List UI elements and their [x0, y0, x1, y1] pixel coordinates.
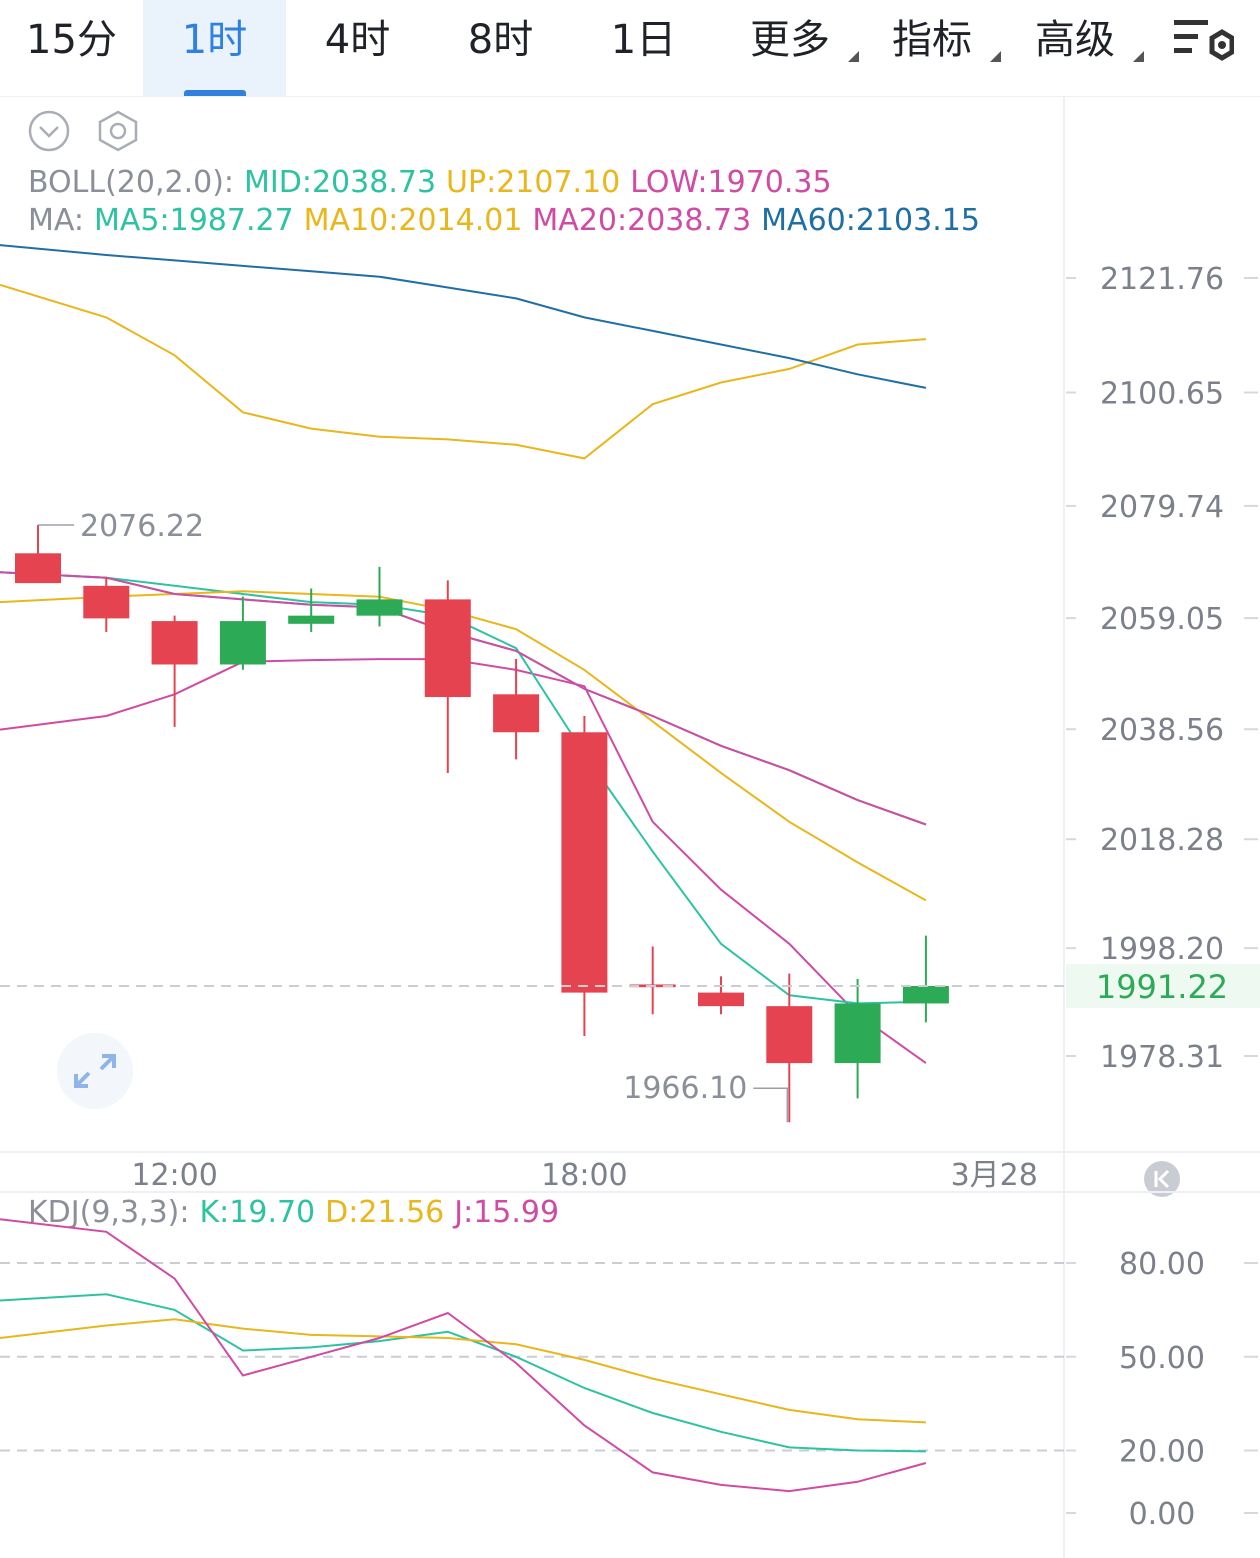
kdj-line-j	[0, 1218, 927, 1493]
candle	[424, 580, 471, 773]
ma5-value: MA5:1987.27	[94, 203, 294, 238]
boll-low: LOW:1970.35	[630, 165, 832, 200]
boll-legend: BOLL(20,2.0): MID:2038.73 UP:2107.10 LOW:19…	[28, 165, 842, 200]
last-price-tag-bg	[1066, 963, 1260, 1008]
candle	[902, 935, 949, 1023]
tab-label: 4时	[324, 17, 391, 63]
y-tick-label: 2121.76	[1100, 262, 1224, 297]
kdj-k: K:19.70	[199, 1195, 316, 1230]
tab-label: 1日	[610, 17, 677, 63]
kdj-line-d	[0, 1318, 926, 1424]
candle	[356, 566, 403, 627]
low-price-label: 1966.10	[623, 1071, 747, 1106]
chart-settings-icon[interactable]	[1170, 12, 1234, 68]
low-marker-line	[753, 1087, 789, 1123]
kdj-tick-label: 20.00	[1119, 1435, 1205, 1470]
x-tick-label: 12:00	[131, 1158, 217, 1193]
dropdown-corner-icon	[848, 51, 859, 62]
last-price-tag: 1991.22	[1096, 968, 1228, 1006]
line-up	[0, 283, 926, 460]
kdj-legend: KDJ(9,3,3): K:19.70 D:21.56 J:15.99	[28, 1195, 569, 1230]
kdj-tick-label: 0.00	[1129, 1497, 1196, 1532]
candle	[834, 979, 881, 1099]
tab-15min[interactable]: 15分	[0, 0, 143, 96]
candle	[493, 659, 540, 760]
candle	[83, 577, 130, 632]
expand-arrows-icon[interactable]	[56, 1032, 134, 1110]
tab-label: 指标	[892, 17, 972, 63]
y-tick-label: 1998.20	[1100, 932, 1224, 967]
tab-label: 8时	[467, 17, 534, 63]
kdj-tick-label: 80.00	[1119, 1247, 1205, 1282]
back-to-latest-icon[interactable]	[1143, 1160, 1181, 1198]
y-tick-label: 2018.28	[1100, 823, 1224, 858]
boll-name: BOLL(20,2.0):	[28, 165, 235, 200]
high-price-label: 2076.22	[80, 509, 204, 544]
tab-8h[interactable]: 8时	[429, 0, 572, 96]
y-tick-label: 2059.05	[1100, 602, 1224, 637]
x-tick-label: 3月28	[951, 1158, 1038, 1193]
dropdown-corner-icon	[990, 51, 1001, 62]
kdj-tick-label: 50.00	[1119, 1341, 1205, 1376]
chevron-down-circle-icon[interactable]	[28, 110, 70, 152]
candle-body	[561, 732, 608, 993]
tab-advanced[interactable]: 高级	[1020, 0, 1144, 96]
y-tick-label: 2038.56	[1100, 713, 1224, 748]
candle	[766, 973, 813, 1123]
chart-canvas[interactable]: 2121.76 2100.65 2079.74 2059.05 2038.56 2018.…	[0, 96, 1260, 1558]
candle	[219, 596, 266, 670]
candle	[288, 588, 335, 632]
kdj-line-k	[0, 1293, 926, 1453]
candle	[15, 524, 61, 584]
candle-body	[902, 985, 949, 1004]
candle-body	[219, 621, 266, 665]
ma-legend: MA: MA5:1987.27 MA10:2014.01 MA20:2038.73 MA…	[28, 203, 990, 238]
kdj-j: J:15.99	[454, 1195, 560, 1230]
ma10-value: MA10:2014.01	[303, 203, 523, 238]
candle	[151, 615, 198, 727]
y-tick-label: 2079.74	[1100, 490, 1224, 525]
tab-label: 更多	[750, 17, 830, 63]
line-ma60	[0, 244, 927, 389]
tab-more[interactable]: 更多	[735, 0, 859, 96]
hexagon-settings-icon[interactable]	[96, 109, 140, 153]
line-ma20	[0, 571, 927, 826]
candle	[698, 976, 744, 1015]
tab-label: 高级	[1035, 17, 1115, 63]
active-tab-underline	[183, 90, 246, 96]
ma-name: MA:	[28, 203, 84, 238]
candle-body	[83, 585, 130, 619]
tab-1d[interactable]: 1日	[572, 0, 715, 96]
candle	[629, 946, 676, 1015]
candle-body	[493, 694, 540, 733]
boll-up: UP:2107.10	[446, 165, 621, 200]
candle-body	[288, 615, 335, 624]
boll-mid: MID:2038.73	[244, 165, 437, 200]
candle-body	[766, 1006, 813, 1064]
candle-body	[151, 621, 198, 665]
timeframe-tabbar: 15分 1时 4时 8时 1日 更多 指标 高级	[0, 0, 1260, 97]
candle-body	[698, 992, 744, 1007]
candle-body	[834, 1003, 881, 1064]
tab-1h[interactable]: 1时	[143, 0, 286, 96]
kdj-d: D:21.56	[325, 1195, 445, 1230]
line-ma5	[0, 571, 926, 1005]
tab-label: 1时	[181, 17, 248, 63]
line-ma10	[0, 590, 927, 902]
ma20-value: MA20:2038.73	[532, 203, 752, 238]
dropdown-corner-icon	[1133, 51, 1144, 62]
line-low	[0, 658, 927, 1064]
candle-body	[424, 599, 471, 698]
candle	[561, 716, 608, 1036]
tab-indicators[interactable]: 指标	[877, 0, 1001, 96]
x-tick-label: 18:00	[541, 1158, 627, 1193]
candle-body	[15, 553, 61, 584]
ma60-value: MA60:2103.15	[761, 203, 980, 238]
tab-label: 15分	[26, 17, 117, 63]
tab-4h[interactable]: 4时	[286, 0, 429, 96]
candle-body	[356, 599, 403, 616]
y-tick-label: 1978.31	[1100, 1040, 1224, 1075]
y-tick-label: 2100.65	[1100, 376, 1224, 411]
kdj-name: KDJ(9,3,3):	[28, 1195, 190, 1230]
